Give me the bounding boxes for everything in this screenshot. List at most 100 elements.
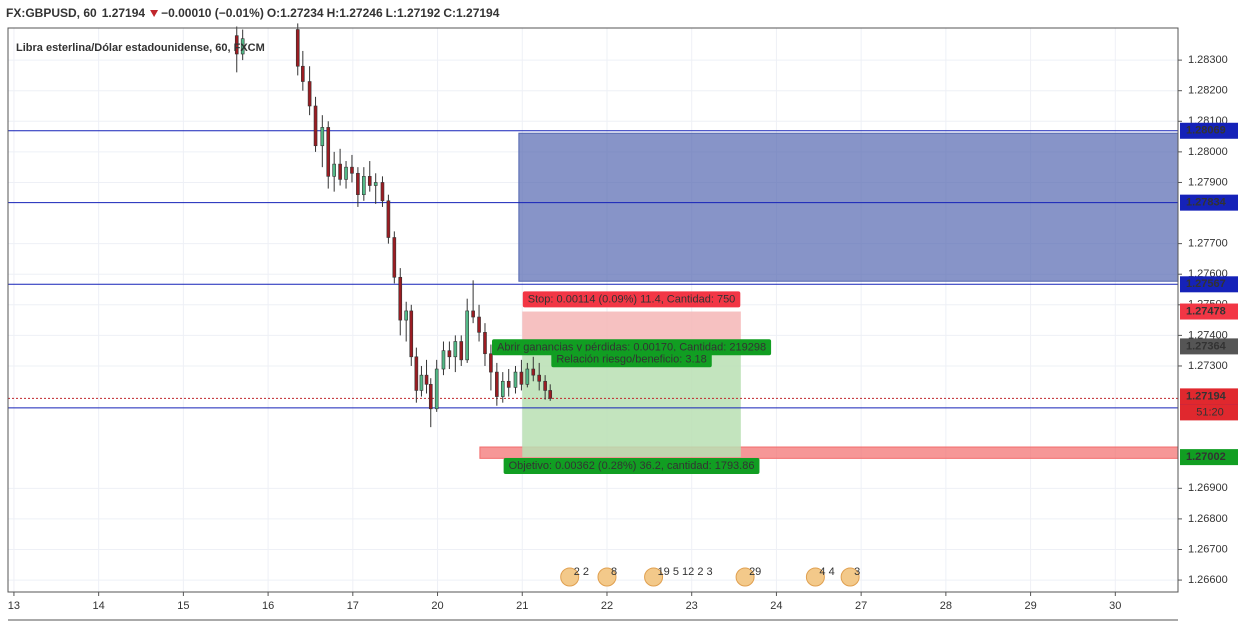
candle-body <box>295 29 300 67</box>
candle-body <box>548 390 553 399</box>
candle-body <box>320 127 325 147</box>
y-tick-label: 1.26800 <box>1188 513 1228 525</box>
x-tick-label: 24 <box>770 600 782 612</box>
candle-body <box>344 166 348 180</box>
ohlc-value: 1.27246 <box>339 6 383 20</box>
down-arrow <box>150 10 159 17</box>
event-icon <box>735 567 755 587</box>
x-tick-label: 13 <box>8 600 20 612</box>
candle-body <box>409 310 414 358</box>
x-tick-label: 23 <box>686 600 698 612</box>
x-tick-label: 22 <box>601 600 613 612</box>
candle-body <box>356 172 360 195</box>
target-label: Objetivo: 0.00362 (0.28%) 36.2, cantidad… <box>509 460 755 472</box>
event-icon <box>560 567 580 587</box>
ohlc-value: 1.27192 <box>397 6 441 20</box>
x-tick-label: 15 <box>177 600 189 612</box>
y-tick-label: 1.27300 <box>1188 360 1228 372</box>
level-label-bg <box>1180 194 1238 211</box>
pnl-label: Abrir ganancias y pérdidas: 0.00170, Can… <box>497 341 766 353</box>
event-label: 3 <box>854 566 860 578</box>
event-label: 8 <box>611 566 617 578</box>
candle-body <box>537 374 542 382</box>
candle-body <box>414 356 419 391</box>
stop-price-bg <box>1180 303 1238 320</box>
candle-body <box>424 374 429 385</box>
stop-label-bg <box>522 291 741 308</box>
candle-body <box>419 374 424 391</box>
symbol: FX:GBPUSD, 60 <box>6 6 97 20</box>
stop-price: 1.27478 <box>1186 305 1226 317</box>
candle-body <box>338 163 342 180</box>
plot-border <box>7 27 1179 593</box>
y-tick-label: 1.26700 <box>1188 543 1228 555</box>
ohlc-value: 1.27194 <box>456 6 500 20</box>
target-price: 1.27002 <box>1186 451 1226 463</box>
level-label-bg <box>1180 122 1238 139</box>
candle-body <box>531 368 536 376</box>
candle-body <box>441 350 446 370</box>
candle-body <box>525 368 530 385</box>
countdown: 51:20 <box>1196 406 1224 418</box>
last-price-label-bg <box>1180 388 1238 405</box>
zone <box>518 132 1179 282</box>
x-tick-label: 17 <box>347 600 359 612</box>
countdown-bg <box>1180 404 1238 421</box>
event-label: 29 <box>749 566 761 578</box>
level-label: 1.27567 <box>1186 278 1226 290</box>
x-tick-label: 30 <box>1109 600 1121 612</box>
y-tick-label: 1.27400 <box>1188 329 1228 341</box>
event-icon <box>597 567 617 587</box>
candle-body <box>307 81 312 107</box>
candle-body <box>495 371 499 397</box>
level-label: 1.27834 <box>1186 197 1227 209</box>
ohlc-value: 1.27234 <box>280 6 324 20</box>
candle-body <box>362 176 366 195</box>
x-tick-label: 14 <box>93 600 105 612</box>
candle-body <box>398 276 403 321</box>
ratio-label: Relación riesgo/beneficio: 3.18 <box>556 353 706 365</box>
target-price-bg <box>1180 449 1238 466</box>
candle-body <box>428 384 433 410</box>
chart-title: Libra esterlina/Dólar estadounidense, 60… <box>16 42 265 54</box>
entry-price-bg <box>1180 338 1238 355</box>
candle-body <box>373 182 378 186</box>
event-icon <box>644 567 664 587</box>
candle-body <box>240 38 245 55</box>
y-tick-label: 1.27900 <box>1188 176 1228 188</box>
candle-body <box>519 371 524 385</box>
y-tick-label: 1.28000 <box>1188 146 1228 158</box>
candle-body <box>489 353 493 373</box>
candle-body <box>543 380 547 391</box>
entry-price: 1.27364 <box>1186 340 1227 352</box>
candle-body <box>350 166 354 174</box>
level-label: 1.28069 <box>1186 125 1226 137</box>
x-tick-label: 29 <box>1024 600 1036 612</box>
candle-body <box>234 35 239 55</box>
event-icon <box>805 567 825 587</box>
x-tick-label: 28 <box>940 600 952 612</box>
axes: 1.26600 1.26700 1.26800 1.26900 1.27300 1.274… <box>8 54 1238 612</box>
candle-body <box>367 176 372 186</box>
target-label-bg <box>503 458 760 475</box>
candle-body <box>447 350 452 358</box>
candle-body <box>453 341 458 358</box>
change: −0.00010 (−0.01%) <box>161 6 264 20</box>
candle-body <box>471 310 475 318</box>
x-tick-label: 20 <box>431 600 443 612</box>
candle-body <box>500 380 505 397</box>
event-label: 19 5 12 2 3 <box>658 566 713 578</box>
ohlc-label: L: <box>386 6 397 20</box>
y-tick-label: 1.26600 <box>1188 574 1228 586</box>
ohlc-label: C: <box>443 6 456 20</box>
x-tick-label: 27 <box>855 600 867 612</box>
candle-body <box>386 200 391 238</box>
candle-body <box>465 310 469 361</box>
y-tick-label: 1.26900 <box>1188 482 1228 494</box>
event-label: 2 2 <box>574 566 589 578</box>
ohlc-label: O: <box>267 6 280 20</box>
candle-body <box>301 65 305 82</box>
event-icon <box>840 567 860 587</box>
